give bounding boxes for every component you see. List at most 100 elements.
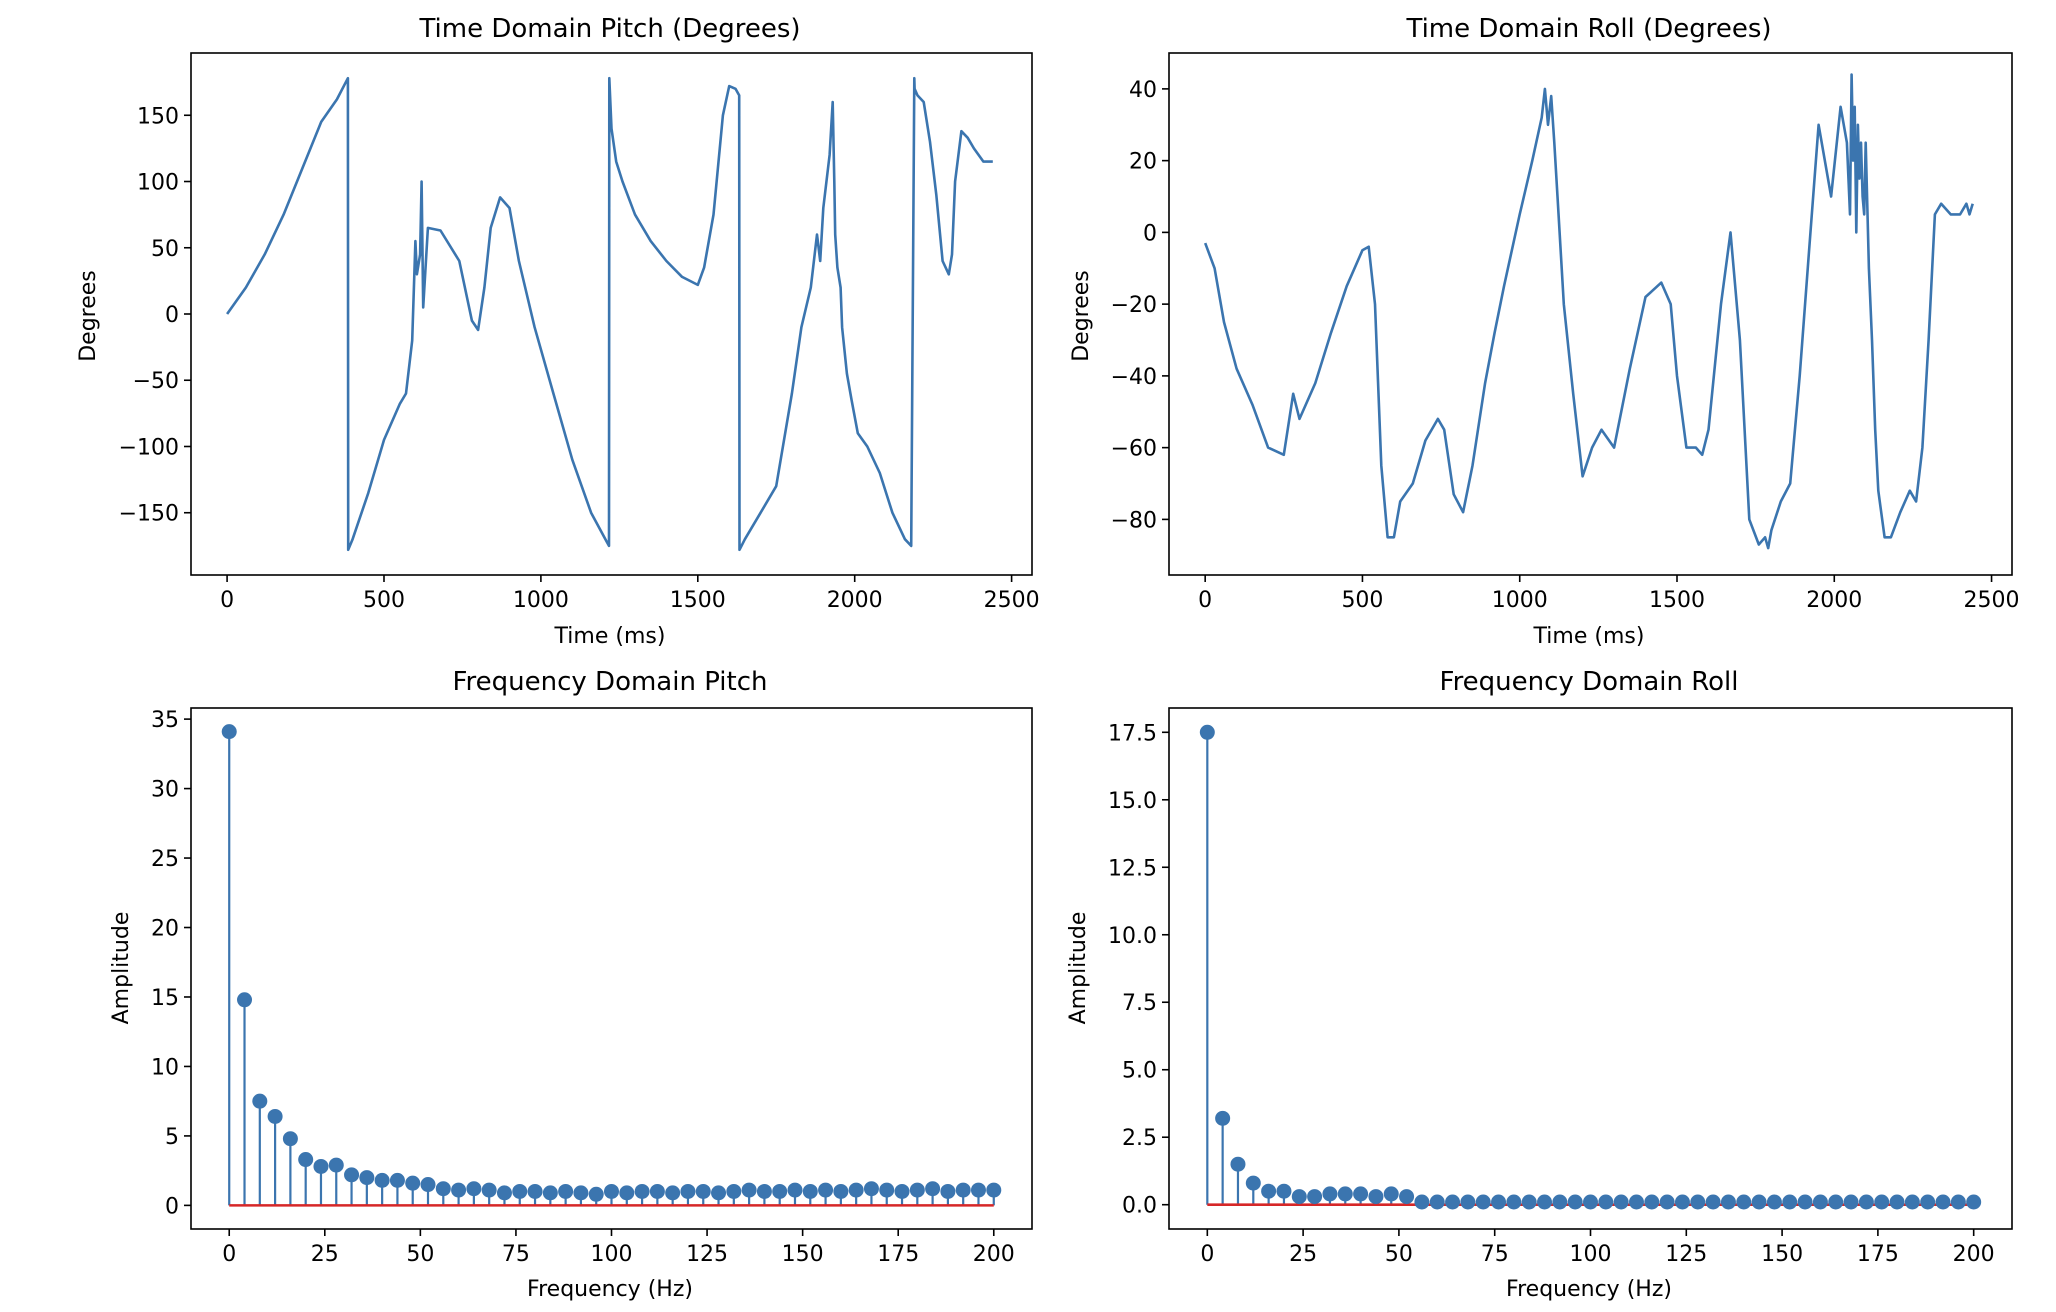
y-tick-label: 50 <box>151 237 179 262</box>
x-tick-label: 75 <box>1481 1242 1509 1267</box>
stem-marker <box>1399 1189 1415 1205</box>
y-tick-label: −150 <box>119 502 179 527</box>
x-tick-label: 125 <box>1665 1242 1707 1267</box>
y-tick-label: 10 <box>151 1055 179 1080</box>
stem-marker <box>1858 1194 1874 1210</box>
stem-marker <box>802 1183 818 1199</box>
stem-marker <box>1935 1194 1951 1210</box>
x-tick-label: 0 <box>1198 588 1212 613</box>
frequency-domain-roll-plot: Frequency Domain Roll 0 25 50 75 100 125 150 17… <box>1066 667 2013 1302</box>
chart-title: Frequency Domain Roll <box>1440 667 1739 697</box>
stem-marker <box>711 1185 727 1201</box>
y-tick-label: 17.5 <box>1108 721 1157 746</box>
stem-marker <box>1705 1194 1721 1210</box>
x-tick-label: 150 <box>782 1242 824 1267</box>
y-tick-label: 100 <box>137 171 179 196</box>
stem-marker <box>1552 1194 1568 1210</box>
stem-marker <box>1429 1194 1445 1210</box>
stem-marker <box>1613 1194 1629 1210</box>
stem-marker <box>1506 1194 1522 1210</box>
stem-marker <box>1843 1194 1859 1210</box>
y-tick-label: 12.5 <box>1108 856 1157 881</box>
frequency-domain-pitch-plot: Frequency Domain Pitch 0 25 50 75 100 125 150 1… <box>109 667 1033 1302</box>
stem-marker <box>986 1182 1002 1198</box>
x-tick-label: 2000 <box>1806 588 1862 613</box>
y-tick-label: 5.0 <box>1122 1059 1157 1084</box>
stem-marker <box>649 1183 665 1199</box>
x-tick-label: 1000 <box>1492 588 1548 613</box>
x-tick-label: 1000 <box>513 588 569 613</box>
x-tick-label: 100 <box>591 1242 633 1267</box>
stem-marker <box>1628 1194 1644 1210</box>
stem-marker <box>1291 1189 1307 1205</box>
x-tick-label: 500 <box>363 588 405 613</box>
stem-marker <box>267 1108 283 1124</box>
stem-marker <box>1889 1194 1905 1210</box>
stem-marker <box>1920 1194 1936 1210</box>
stem-marker <box>726 1183 742 1199</box>
stem-marker <box>634 1183 650 1199</box>
y-tick-label: 20 <box>151 917 179 942</box>
stem-marker <box>1475 1194 1491 1210</box>
stem-marker <box>1322 1186 1338 1202</box>
y-tick-label: −60 <box>1111 437 1157 462</box>
y-tick-label: 10.0 <box>1108 924 1157 949</box>
chart-title: Time Domain Pitch (Degrees) <box>418 14 800 44</box>
stem-marker <box>833 1183 849 1199</box>
stem-marker <box>756 1183 772 1199</box>
stem-marker <box>1966 1194 1982 1210</box>
series-line <box>226 76 993 552</box>
stem-marker <box>1460 1194 1476 1210</box>
series-line <box>1203 73 1974 550</box>
stem-marker <box>909 1182 925 1198</box>
x-tick-label: 2500 <box>1964 588 2020 613</box>
stem-marker <box>221 724 237 740</box>
x-tick-label: 1500 <box>1649 588 1705 613</box>
x-tick-label: 2000 <box>827 588 883 613</box>
stem-marker <box>282 1131 298 1147</box>
stem-marker <box>1828 1194 1844 1210</box>
stem-marker <box>1797 1194 1813 1210</box>
stem-marker <box>1445 1194 1461 1210</box>
stem-marker <box>1598 1194 1614 1210</box>
stem-marker <box>1720 1194 1736 1210</box>
x-tick-label: 100 <box>1570 1242 1612 1267</box>
y-tick-label: 7.5 <box>1122 991 1157 1016</box>
stem-marker <box>925 1181 941 1197</box>
stem-marker <box>1674 1194 1690 1210</box>
stem-marker <box>1230 1156 1246 1172</box>
stem-marker <box>481 1182 497 1198</box>
stem-marker <box>512 1183 528 1199</box>
x-axis-label: Time (ms) <box>1533 624 1645 649</box>
x-axis-label: Frequency (Hz) <box>1506 1277 1672 1302</box>
stem-marker <box>558 1183 574 1199</box>
stem-marker <box>772 1183 788 1199</box>
x-tick-label: 175 <box>1857 1242 1899 1267</box>
stem-marker <box>1782 1194 1798 1210</box>
x-tick-label: 2500 <box>984 588 1040 613</box>
stem-marker <box>1736 1194 1752 1210</box>
stem-marker <box>435 1181 451 1197</box>
stem-marker <box>1414 1194 1430 1210</box>
stem-marker <box>1567 1194 1583 1210</box>
stem-marker <box>818 1182 834 1198</box>
stem-marker <box>359 1170 375 1186</box>
stem-marker <box>405 1175 421 1191</box>
y-tick-label: 150 <box>137 104 179 129</box>
axes-frame <box>1168 52 2013 576</box>
y-tick-label: 30 <box>151 778 179 803</box>
x-axis-label: Time (ms) <box>554 624 666 649</box>
y-tick-label: 0.0 <box>1122 1194 1157 1219</box>
y-tick-label: 0 <box>1143 221 1157 246</box>
y-axis-label: Degrees <box>1069 270 1094 362</box>
stem-marker <box>1337 1186 1353 1202</box>
stem-marker <box>1215 1110 1231 1126</box>
stem-marker <box>665 1185 681 1201</box>
y-tick-label: −20 <box>1111 293 1157 318</box>
stem-marker <box>1950 1194 1966 1210</box>
x-tick-label: 200 <box>973 1242 1015 1267</box>
time-domain-roll-plot: Time Domain Roll (Degrees) 0 500 1000 1500 2… <box>1069 14 2020 649</box>
stem-marker <box>328 1157 344 1173</box>
x-tick-label: 50 <box>406 1242 434 1267</box>
stem-marker <box>1659 1194 1675 1210</box>
